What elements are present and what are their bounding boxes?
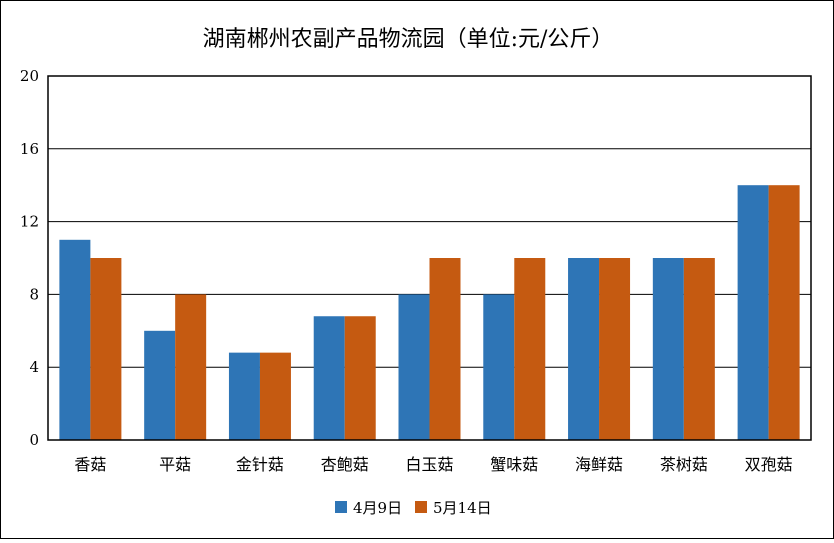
- bar-series1: [483, 294, 515, 440]
- y-tick-label: 4: [29, 358, 39, 376]
- bar-series1: [568, 258, 600, 440]
- y-tick-label: 8: [29, 285, 39, 303]
- bar-series2: [683, 258, 715, 440]
- bar-series2: [599, 258, 631, 440]
- chart-title: 湖南郴州农副产品物流园（单位:元/公斤）: [203, 27, 614, 52]
- bar-series2: [768, 185, 800, 440]
- y-tick-label: 16: [20, 140, 39, 158]
- x-tick-label: 金针菇: [236, 455, 284, 474]
- x-tick-label: 茶树菇: [660, 455, 708, 474]
- bar-series2: [259, 352, 291, 440]
- legend-swatch: [415, 501, 427, 513]
- bar-series2: [429, 258, 461, 440]
- legend-swatch: [335, 501, 347, 513]
- plot-area-border: [47, 75, 812, 441]
- x-axis-labels: 香菇 平菇 金针菇 杏鲍菇 白玉菇 蟹味菇 海鲜菇 茶树菇 双孢菇: [74, 455, 792, 474]
- x-tick-label: 双孢菇: [745, 455, 793, 474]
- bar-series2: [514, 258, 546, 440]
- x-tick-label: 杏鲍菇: [321, 455, 369, 474]
- bar-series2: [344, 316, 376, 440]
- y-tick-label: 12: [20, 213, 39, 231]
- x-tick-label: 蟹味菇: [490, 455, 538, 474]
- bar-series1: [398, 294, 430, 440]
- bar-series1: [59, 239, 91, 440]
- x-tick-label: 平菇: [159, 455, 191, 474]
- legend-label: 5月14日: [433, 499, 492, 517]
- bar-series1: [313, 316, 345, 440]
- bar-series1: [652, 258, 684, 440]
- legend-label: 4月9日: [353, 499, 402, 517]
- legend: 4月9日 5月14日: [335, 499, 492, 517]
- y-tick-label: 0: [29, 431, 39, 449]
- x-tick-label: 海鲜菇: [575, 455, 623, 474]
- bar-series1: [737, 185, 769, 440]
- bar-series1: [144, 330, 176, 440]
- bar-series2: [175, 294, 207, 440]
- bar-series1: [228, 352, 260, 440]
- y-axis-ticks: 0 4 8 12 16 20: [20, 67, 39, 449]
- x-tick-label: 香菇: [74, 455, 106, 474]
- bars: [59, 185, 800, 440]
- x-tick-label: 白玉菇: [405, 455, 453, 474]
- y-tick-label: 20: [20, 67, 39, 85]
- bar-series2: [90, 258, 122, 440]
